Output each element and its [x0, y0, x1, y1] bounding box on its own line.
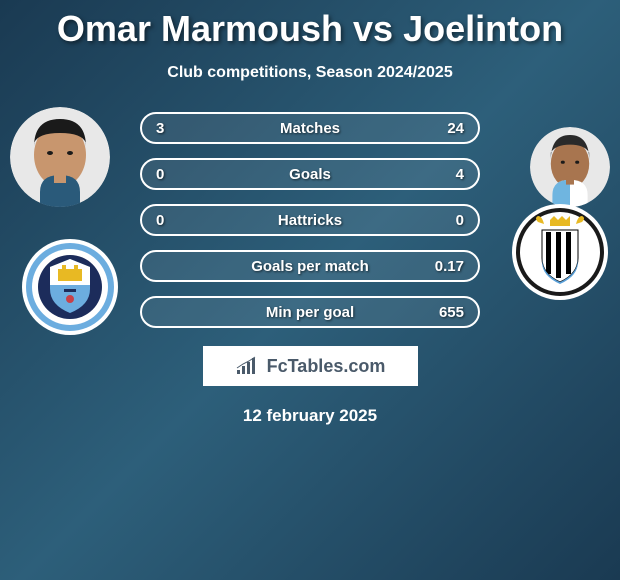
- stat-label: Min per goal: [266, 304, 354, 321]
- chart-icon: [235, 356, 263, 376]
- stat-left-value: 3: [156, 120, 216, 137]
- stat-right-value: 655: [404, 304, 464, 321]
- crest-icon: [510, 202, 610, 302]
- stat-label: Hattricks: [278, 212, 342, 229]
- stat-row: 0 Hattricks 0: [140, 204, 480, 236]
- logo-text: FcTables.com: [267, 356, 386, 377]
- stat-left-value: 0: [156, 212, 216, 229]
- stat-right-value: 24: [404, 120, 464, 137]
- subtitle: Club competitions, Season 2024/2025: [0, 64, 620, 82]
- player2-avatar: [530, 127, 610, 207]
- stat-row: Min per goal 655: [140, 296, 480, 328]
- stat-right-value: 0: [404, 212, 464, 229]
- player1-avatar: [10, 107, 110, 207]
- club1-crest: [20, 237, 120, 337]
- date-label: 12 february 2025: [0, 406, 620, 426]
- player1-name: Omar Marmoush: [57, 8, 343, 49]
- stat-right-value: 4: [404, 166, 464, 183]
- face-icon: [530, 127, 610, 207]
- stat-right-value: 0.17: [404, 258, 464, 275]
- stat-label: Goals: [289, 166, 331, 183]
- comparison-area: 3 Matches 24 0 Goals 4 0 Hattricks 0 Goa…: [0, 112, 620, 426]
- stat-label: Matches: [280, 120, 340, 137]
- stat-row: Goals per match 0.17: [140, 250, 480, 282]
- stat-row: 0 Goals 4: [140, 158, 480, 190]
- player2-name: Joelinton: [403, 8, 563, 49]
- crest-icon: [20, 237, 120, 337]
- club2-crest: [510, 202, 610, 302]
- stat-left-value: 0: [156, 166, 216, 183]
- page-title: Omar Marmoush vs Joelinton: [0, 0, 620, 50]
- vs-text: vs: [353, 8, 393, 49]
- stat-label: Goals per match: [251, 258, 369, 275]
- stat-row: 3 Matches 24: [140, 112, 480, 144]
- source-logo: FcTables.com: [203, 346, 418, 386]
- face-icon: [10, 107, 110, 207]
